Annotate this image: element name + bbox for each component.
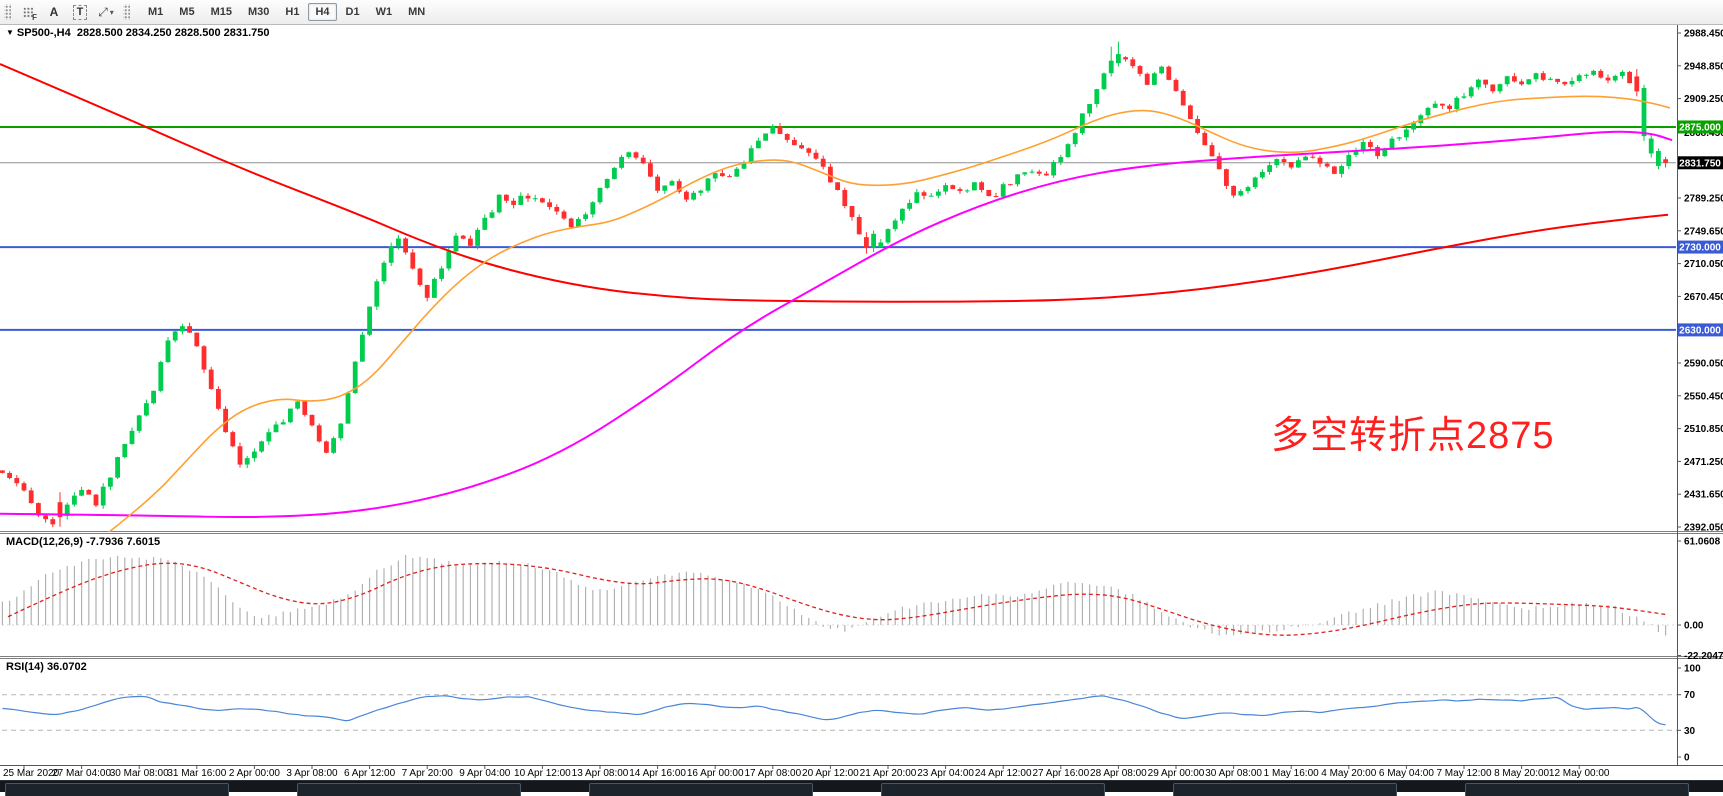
svg-text:2431.650: 2431.650 xyxy=(1684,490,1723,501)
svg-text:61.0608: 61.0608 xyxy=(1684,537,1721,548)
text-label-tool-button[interactable]: A xyxy=(42,1,66,23)
svg-text:2730.000: 2730.000 xyxy=(1679,243,1721,254)
svg-text:2789.250: 2789.250 xyxy=(1684,193,1723,204)
dropdown-caret-icon: ▾ xyxy=(109,7,114,17)
svg-text:28 Apr 08:00: 28 Apr 08:00 xyxy=(1090,768,1147,779)
svg-text:0: 0 xyxy=(1684,753,1690,764)
svg-text:23 Apr 04:00: 23 Apr 04:00 xyxy=(917,768,974,779)
svg-text:20 Apr 12:00: 20 Apr 12:00 xyxy=(802,768,859,779)
svg-text:2471.250: 2471.250 xyxy=(1684,457,1723,468)
taskbar-app-button[interactable] xyxy=(5,783,229,796)
price-scale[interactable] xyxy=(1677,24,1723,765)
symbol-dropdown-icon[interactable]: ▼ xyxy=(6,28,14,37)
text-t-icon: T xyxy=(72,4,88,20)
timeframe-button-h4[interactable]: H4 xyxy=(308,3,337,21)
toolbar-grip[interactable] xyxy=(4,4,11,20)
timeframe-button-m30[interactable]: M30 xyxy=(247,6,270,18)
svg-text:2550.450: 2550.450 xyxy=(1684,391,1723,402)
timeframe-button-m15[interactable]: M15 xyxy=(210,6,232,18)
chart-annotation-text[interactable]: 多空转折点2875 xyxy=(1271,415,1555,457)
svg-text:6 Apr 12:00: 6 Apr 12:00 xyxy=(344,768,396,779)
svg-text:16 Apr 00:00: 16 Apr 00:00 xyxy=(687,768,744,779)
timeframe-button-h1[interactable]: H1 xyxy=(285,6,300,18)
svg-text:2630.000: 2630.000 xyxy=(1679,325,1721,336)
svg-text:30 Mar 08:00: 30 Mar 08:00 xyxy=(110,768,169,779)
svg-text:2948.850: 2948.850 xyxy=(1684,61,1723,72)
timeframe-button-m5[interactable]: M5 xyxy=(179,6,195,18)
svg-text:100: 100 xyxy=(1684,664,1701,675)
timeframe-button-w1[interactable]: W1 xyxy=(375,6,393,18)
svg-text:4 May 20:00: 4 May 20:00 xyxy=(1321,768,1376,779)
arrows-icon: ⤢ xyxy=(98,4,108,19)
svg-text:27 Apr 16:00: 27 Apr 16:00 xyxy=(1032,768,1089,779)
timeframe-button-m1[interactable]: M1 xyxy=(148,6,164,18)
timeframe-toolbar: M1 M5 M15 M30 H1 H4 D1 W1 MN xyxy=(140,3,433,21)
svg-text:14 Apr 16:00: 14 Apr 16:00 xyxy=(629,768,686,779)
svg-text:7 Apr 20:00: 7 Apr 20:00 xyxy=(402,768,454,779)
taskbar-app-button[interactable] xyxy=(1465,783,1689,796)
svg-text:-22.2047: -22.2047 xyxy=(1684,651,1723,662)
svg-text:2 Apr 00:00: 2 Apr 00:00 xyxy=(229,768,281,779)
svg-text:6 May 04:00: 6 May 04:00 xyxy=(1379,768,1434,779)
arrow-tools-button[interactable]: ⤢ ▾ xyxy=(94,1,118,23)
svg-text:2749.650: 2749.650 xyxy=(1684,226,1723,237)
svg-text:27 Mar 04:00: 27 Mar 04:00 xyxy=(52,768,111,779)
svg-text:2510.850: 2510.850 xyxy=(1684,424,1723,435)
time-scale[interactable] xyxy=(0,765,1677,780)
symbol-info[interactable]: ▼ SP500-,H4 2828.500 2834.250 2828.500 28… xyxy=(6,27,270,39)
svg-text:2392.050: 2392.050 xyxy=(1684,523,1723,534)
grid-f-label: F xyxy=(32,13,37,22)
svg-text:1 May 16:00: 1 May 16:00 xyxy=(1264,768,1319,779)
svg-text:8 May 20:00: 8 May 20:00 xyxy=(1494,768,1549,779)
svg-text:30: 30 xyxy=(1684,726,1696,737)
svg-text:7 May 12:00: 7 May 12:00 xyxy=(1436,768,1491,779)
svg-text:2710.050: 2710.050 xyxy=(1684,259,1723,270)
taskbar xyxy=(0,780,1723,796)
svg-text:2909.250: 2909.250 xyxy=(1684,94,1723,105)
letter-a-icon: A xyxy=(49,5,59,19)
svg-text:13 Apr 08:00: 13 Apr 08:00 xyxy=(572,768,629,779)
svg-text:10 Apr 12:00: 10 Apr 12:00 xyxy=(514,768,571,779)
macd-indicator-label: MACD(12,26,9) -7.7936 7.6015 xyxy=(6,536,161,548)
taskbar-app-button[interactable] xyxy=(881,783,1105,796)
svg-text:12 May 00:00: 12 May 00:00 xyxy=(1549,768,1610,779)
toolbar-grip[interactable] xyxy=(123,4,130,20)
text-object-tool-button[interactable]: T xyxy=(68,1,92,23)
symbol-ohlc-text: SP500-,H4 2828.500 2834.250 2828.500 283… xyxy=(16,27,270,39)
svg-text:30 Apr 08:00: 30 Apr 08:00 xyxy=(1205,768,1262,779)
taskbar-app-button[interactable] xyxy=(297,783,521,796)
svg-text:3 Apr 08:00: 3 Apr 08:00 xyxy=(286,768,338,779)
rsi-indicator-label: RSI(14) 36.0702 xyxy=(6,661,87,673)
svg-text:70: 70 xyxy=(1684,690,1696,701)
svg-text:2670.450: 2670.450 xyxy=(1684,292,1723,303)
svg-text:29 Apr 00:00: 29 Apr 00:00 xyxy=(1148,768,1205,779)
main-toolbar: F A T ⤢ ▾ M1 M5 M15 M30 H1 H4 D1 W1 MN xyxy=(0,0,1723,25)
svg-text:17 Apr 08:00: 17 Apr 08:00 xyxy=(744,768,801,779)
export-grid-tool-button[interactable]: F xyxy=(16,1,40,23)
svg-text:31 Mar 16:00: 31 Mar 16:00 xyxy=(167,768,226,779)
svg-text:2875.000: 2875.000 xyxy=(1679,122,1721,133)
svg-text:21 Apr 20:00: 21 Apr 20:00 xyxy=(860,768,917,779)
taskbar-app-button[interactable] xyxy=(1173,783,1397,796)
dot-grid-icon xyxy=(22,6,34,18)
svg-text:0.00: 0.00 xyxy=(1684,621,1704,632)
chart-canvas[interactable]: 2988.4502948.8502909.2502868.4502789.250… xyxy=(0,0,1723,780)
svg-text:2590.050: 2590.050 xyxy=(1684,358,1723,369)
timeframe-button-mn[interactable]: MN xyxy=(408,6,426,18)
svg-text:24 Apr 12:00: 24 Apr 12:00 xyxy=(975,768,1032,779)
svg-text:25 Mar 2020: 25 Mar 2020 xyxy=(3,768,60,779)
svg-text:2831.750: 2831.750 xyxy=(1679,158,1721,169)
taskbar-app-button[interactable] xyxy=(589,783,813,796)
svg-text:2988.450: 2988.450 xyxy=(1684,29,1723,40)
svg-text:9 Apr 04:00: 9 Apr 04:00 xyxy=(459,768,511,779)
timeframe-button-d1[interactable]: D1 xyxy=(345,6,360,18)
